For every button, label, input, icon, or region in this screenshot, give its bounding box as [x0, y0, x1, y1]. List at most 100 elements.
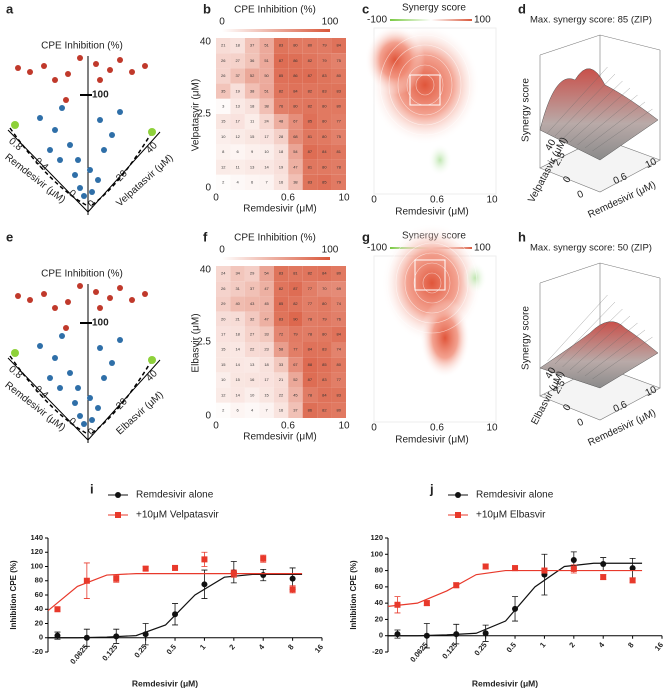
y-tick-label: 2.5 [197, 109, 211, 120]
heat-cell [273, 98, 289, 114]
data-point [57, 157, 63, 163]
heat-cell [317, 129, 332, 145]
heat-cell [302, 144, 318, 160]
cell-label: 88 [308, 362, 313, 367]
data-point [260, 572, 267, 579]
mesh-line [584, 101, 646, 149]
data-point [260, 555, 267, 562]
heat-cell [273, 402, 289, 418]
heat-cell [259, 296, 274, 312]
heat-cell [317, 38, 332, 54]
panel-letter: i [90, 481, 94, 496]
heat-cell [331, 342, 346, 358]
heat-cell [216, 281, 231, 297]
heat-cell [302, 129, 318, 145]
data-point [97, 77, 103, 83]
cell-label: 77 [293, 347, 298, 352]
heat-cell [331, 98, 346, 114]
cell-label: 15 [250, 134, 255, 139]
heat-cell [288, 402, 303, 418]
heat-cell [216, 38, 231, 54]
data-point [11, 121, 19, 129]
cell-label: 69 [337, 286, 342, 291]
y-tick-label: 40 [200, 37, 212, 48]
cell-label: 79 [337, 179, 342, 184]
cell-label: 82 [308, 88, 313, 93]
data-point [81, 421, 87, 427]
data-point [89, 417, 95, 423]
heat-cell [331, 387, 346, 403]
cell-label: 67 [293, 119, 298, 124]
heat-cell [244, 296, 260, 312]
data-point [107, 67, 113, 73]
heat-cell [216, 129, 231, 145]
z-axis-label: Synergy score [521, 306, 532, 370]
panel-letter: j [429, 481, 434, 496]
heat-cell [230, 387, 245, 403]
heat-cell [244, 387, 260, 403]
heat-cell [302, 53, 318, 69]
heat-cell [317, 68, 332, 84]
cell-label: 11 [250, 119, 255, 124]
heat-cell [288, 159, 303, 175]
x-tick-label: 0.125 [100, 643, 119, 663]
legend-label: +10μM Velpatasvir [136, 510, 219, 521]
heat-cell [216, 114, 231, 130]
heat-cell [230, 38, 245, 54]
data-point [453, 582, 460, 589]
heat-cell [244, 174, 260, 190]
cell-label: 90 [293, 316, 298, 321]
cell-label: 83 [322, 73, 327, 78]
cell-label: 26 [221, 73, 226, 78]
data-point [482, 563, 489, 570]
heat-cell [273, 68, 289, 84]
data-point [41, 291, 47, 297]
heat-cell [288, 266, 303, 282]
data-point [570, 565, 577, 572]
cell-label: 21 [279, 377, 284, 382]
cell-label: 6 [237, 149, 240, 154]
cell-label: 81 [337, 149, 342, 154]
x-tick-label: 0.6 [430, 195, 444, 206]
cell-label: 80 [322, 301, 327, 306]
cell-label: 80 [337, 73, 342, 78]
x-tick-label: 0 [371, 195, 377, 206]
cell-label: 15 [221, 119, 226, 124]
contour-line [422, 272, 442, 294]
heat-cell [331, 38, 346, 54]
heat-cell [244, 402, 260, 418]
data-point [75, 385, 81, 391]
heat-cell [259, 144, 274, 160]
cell-label: 77 [337, 377, 342, 382]
y-tick-label: 40 [375, 598, 383, 607]
heat-cell [216, 296, 231, 312]
heat-cell [259, 68, 274, 84]
heat-cell [230, 129, 245, 145]
data-point [629, 577, 636, 584]
panel-title: CPE Inhibition (%) [41, 269, 123, 280]
data-point [148, 128, 156, 136]
cell-label: 4 [237, 179, 240, 184]
cell-label: 85 [279, 301, 284, 306]
y-axis-label: Elbasvir (μM) [191, 313, 202, 372]
cell-label: 79 [322, 58, 327, 63]
cell-label: 16 [279, 407, 284, 412]
heat-cell [273, 129, 289, 145]
color-scale [222, 29, 330, 32]
y-tick-label: 20 [114, 168, 130, 184]
data-point [201, 581, 208, 588]
data-point [172, 611, 179, 618]
cell-label: 76 [337, 316, 342, 321]
cell-label: 11 [236, 164, 241, 169]
heat-cell [259, 311, 274, 327]
color-scale [222, 257, 330, 260]
heat-cell [288, 296, 303, 312]
data-point [63, 97, 69, 103]
heat-cell [259, 174, 274, 190]
heat-cell [302, 174, 318, 190]
data-point [101, 147, 107, 153]
panel-letter: e [6, 229, 13, 244]
x-tick-label: 0 [371, 423, 377, 434]
heat-cell [244, 311, 260, 327]
scale-label: 100 [474, 243, 491, 254]
